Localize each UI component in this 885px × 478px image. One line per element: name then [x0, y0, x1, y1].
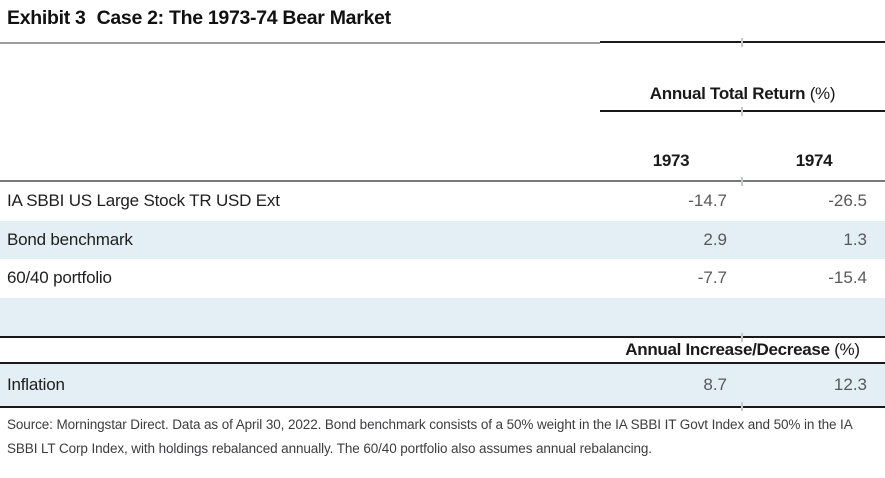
exhibit-label: Exhibit 3 [7, 7, 86, 29]
row-value-1973: 2.9 [703, 229, 727, 249]
table-bottom-rule [0, 406, 885, 408]
source-footnote: Source: Morningstar Direct. Data as of A… [7, 413, 883, 461]
row-value-1974: 12.3 [833, 375, 867, 394]
row-value-1973: 8.7 [703, 375, 727, 394]
row-value-1973: -7.7 [697, 268, 727, 288]
row-value-1974: -15.4 [828, 268, 867, 288]
row-label: IA SBBI US Large Stock TR USD Ext [7, 191, 280, 211]
footnote-line: SBBI LT Corp Index, with holdings rebala… [7, 441, 652, 456]
returns-header-text: Annual Total Return [649, 84, 806, 103]
returns-table-body: IA SBBI US Large Stock TR USD Ext -14.7 … [0, 182, 885, 336]
inflation-header-row [0, 338, 885, 362]
inflation-header-text: Annual Increase/Decrease [625, 340, 830, 359]
returns-section-header: Annual Total Return (%) [600, 84, 885, 104]
inflation-section-header: Annual Increase/Decrease (%) [600, 340, 885, 360]
inflation-header-unit: (%) [834, 340, 860, 359]
table-row-inflation: Inflation 8.7 12.3 [0, 364, 885, 406]
row-value-1973: -14.7 [688, 191, 727, 211]
table-top-rule [0, 180, 885, 182]
table-row: IA SBBI US Large Stock TR USD Ext -14.7 … [0, 182, 885, 221]
exhibit-title: Exhibit 3 Case 2: The 1973-74 Bear Market [7, 7, 391, 30]
title-underline [0, 42, 600, 44]
exhibit-title-text: Case 2: The 1973-74 Bear Market [96, 7, 392, 29]
column-header-1973: 1973 [652, 151, 690, 170]
row-label: Inflation [7, 375, 65, 394]
column-divider-tick [741, 107, 743, 116]
row-value-1974: -26.5 [828, 191, 867, 211]
returns-header-unit: (%) [809, 84, 836, 103]
column-header-1974: 1974 [795, 151, 833, 170]
inflation-section-top-rule [0, 336, 885, 338]
column-divider-tick [741, 38, 743, 47]
table-row: Bond benchmark 2.9 1.3 [0, 220, 885, 259]
empty-highlight-row [0, 297, 885, 336]
row-value-1974: 1.3 [843, 229, 867, 249]
row-label: Bond benchmark [7, 229, 133, 249]
column-divider-tick [741, 333, 743, 342]
table-row: 60/40 portfolio -7.7 -15.4 [0, 259, 885, 298]
footnote-line: Source: Morningstar Direct. Data as of A… [7, 417, 853, 432]
column-divider-tick [741, 402, 743, 411]
column-divider-tick [741, 177, 743, 186]
row-label: 60/40 portfolio [7, 268, 112, 288]
inflation-header-underline [0, 362, 885, 364]
